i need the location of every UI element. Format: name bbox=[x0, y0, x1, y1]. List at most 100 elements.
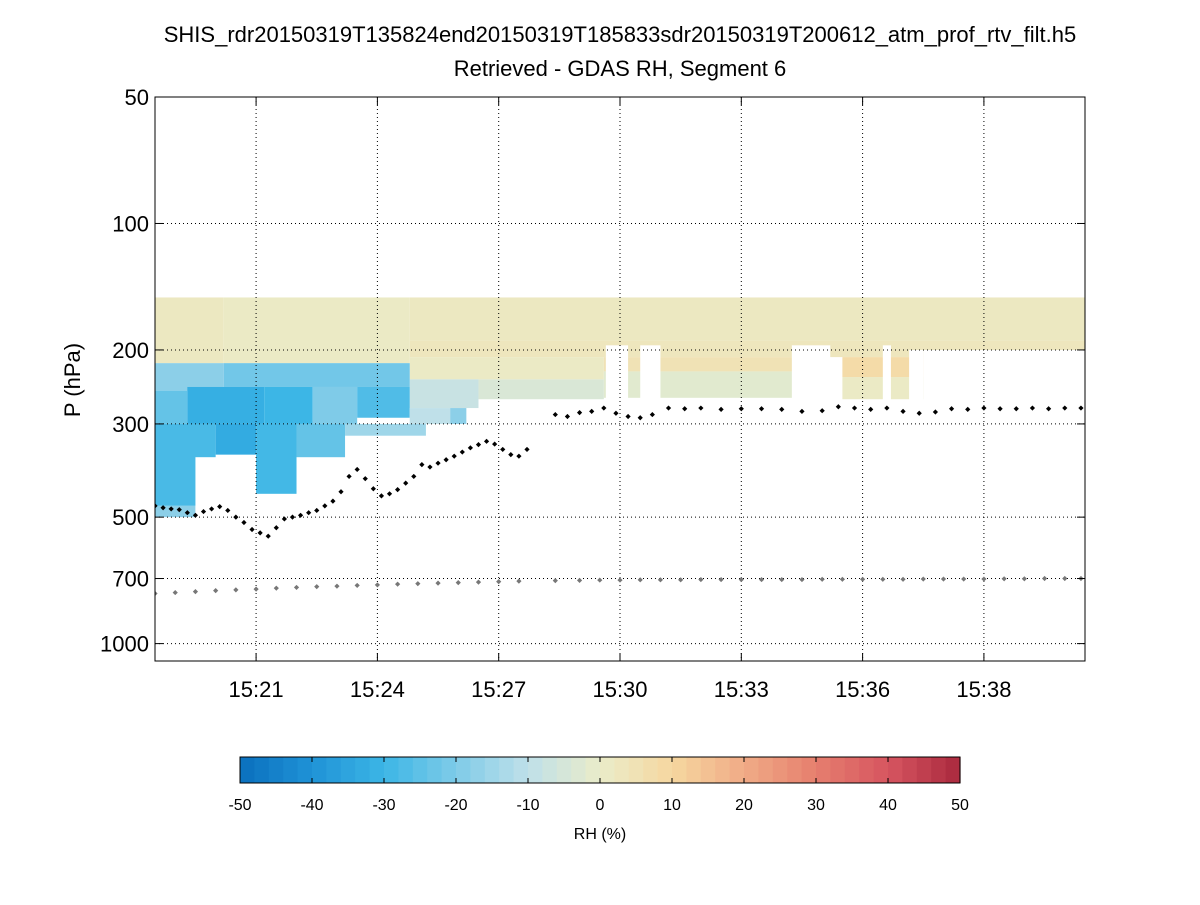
colorbar-cell bbox=[283, 757, 299, 783]
data-point bbox=[589, 408, 595, 414]
data-point bbox=[900, 576, 906, 582]
data-point bbox=[378, 493, 385, 499]
colorbar-cell bbox=[499, 757, 515, 783]
data-point bbox=[920, 576, 926, 582]
data-point bbox=[213, 588, 219, 594]
colorbar-cell bbox=[556, 757, 572, 783]
colorbar-tick-label: 0 bbox=[596, 797, 605, 814]
data-point bbox=[217, 504, 223, 510]
data-point bbox=[799, 576, 805, 583]
colorbar-cell bbox=[456, 757, 471, 783]
colorbar-cell bbox=[470, 757, 486, 783]
data-point bbox=[257, 530, 263, 536]
data-point bbox=[289, 514, 296, 520]
data-point bbox=[884, 405, 890, 411]
data-point bbox=[322, 503, 328, 509]
data-point bbox=[314, 507, 320, 514]
data-point bbox=[459, 449, 465, 455]
data-point bbox=[306, 510, 312, 516]
data-point bbox=[354, 582, 360, 589]
data-point bbox=[779, 576, 785, 583]
data-point bbox=[354, 466, 360, 473]
data-point bbox=[516, 578, 522, 584]
data-point bbox=[334, 583, 340, 589]
heatmap-cell bbox=[409, 357, 604, 380]
data-gaps bbox=[195, 345, 1085, 518]
data-point bbox=[443, 457, 449, 463]
x-tick-label: 15:21 bbox=[229, 677, 284, 702]
x-tick-label: 15:38 bbox=[956, 677, 1011, 702]
colorbar-tick-label: 10 bbox=[663, 797, 681, 814]
data-point bbox=[297, 512, 304, 518]
marker-series bbox=[155, 404, 1084, 597]
colorbar-cell bbox=[844, 757, 860, 783]
data-point bbox=[419, 462, 425, 468]
colorbar-tick-label: -30 bbox=[372, 797, 395, 814]
data-point bbox=[868, 406, 874, 412]
data-point bbox=[451, 453, 457, 459]
data-point bbox=[435, 580, 441, 586]
axis-ticks: 15:21 15:24 15:27 15:30 15:33 15:36 15:38 50 100… bbox=[100, 85, 1085, 702]
data-point bbox=[403, 480, 409, 486]
data-point bbox=[1001, 576, 1007, 582]
data-point bbox=[597, 577, 603, 583]
data-point bbox=[1041, 575, 1048, 582]
data-point bbox=[981, 576, 987, 582]
data-point bbox=[492, 441, 498, 447]
data-point bbox=[657, 577, 664, 583]
heatmap-cell bbox=[223, 297, 410, 364]
colorbar-cell bbox=[916, 757, 932, 783]
data-point bbox=[455, 580, 461, 586]
heatmap-cell bbox=[264, 386, 313, 424]
data-point bbox=[613, 410, 619, 416]
colorbar-tick-label: -50 bbox=[228, 797, 251, 814]
colorbar-tick-label: 40 bbox=[879, 797, 897, 814]
data-point bbox=[1013, 406, 1019, 412]
colorbar-cell bbox=[772, 757, 788, 783]
data-point bbox=[552, 578, 558, 584]
data-point bbox=[665, 405, 672, 411]
data-point bbox=[415, 581, 421, 587]
data-point bbox=[880, 576, 886, 582]
chart-subtitle: Retrieved - GDAS RH, Segment 6 bbox=[454, 56, 787, 81]
data-point bbox=[172, 589, 178, 596]
colorbar-tick-label: -40 bbox=[300, 797, 323, 814]
data-point bbox=[851, 405, 858, 411]
data-point bbox=[253, 586, 259, 592]
data-point bbox=[233, 514, 239, 520]
data-point bbox=[249, 526, 255, 533]
data-point bbox=[758, 576, 765, 583]
data-point bbox=[435, 460, 441, 466]
colorbar-cell bbox=[297, 757, 313, 783]
colorbar-label: RH (%) bbox=[574, 826, 626, 843]
data-point bbox=[200, 508, 207, 515]
colorbar-cell bbox=[859, 757, 875, 783]
data-point bbox=[1062, 575, 1068, 582]
colorbar-cell bbox=[312, 757, 327, 783]
colorbar-ticks: -50 -40 -30 -20 -10 0 10 20 30 40 50 bbox=[228, 757, 969, 814]
data-point bbox=[819, 576, 825, 582]
heatmap-cell bbox=[296, 423, 346, 458]
data-point bbox=[160, 505, 166, 511]
y-tick-label: 500 bbox=[112, 505, 149, 530]
data-point bbox=[860, 576, 866, 582]
data-point bbox=[564, 413, 571, 420]
colorbar-cell bbox=[816, 757, 831, 783]
colorbar-cell bbox=[657, 757, 673, 783]
y-tick-label: 50 bbox=[125, 85, 149, 110]
colorbar-cell bbox=[441, 757, 457, 783]
data-point bbox=[940, 576, 947, 582]
y-tick-label: 1000 bbox=[100, 632, 149, 657]
data-point bbox=[516, 453, 522, 459]
data-point bbox=[184, 510, 190, 516]
colorbar-tick-label: -20 bbox=[444, 797, 467, 814]
data-point bbox=[981, 405, 987, 411]
y-axis-label: P (hPa) bbox=[60, 343, 85, 417]
y-tick-label: 100 bbox=[112, 211, 149, 236]
data-gap bbox=[605, 345, 629, 427]
data-point bbox=[386, 491, 393, 497]
data-point bbox=[155, 590, 158, 597]
colorbar-cell bbox=[384, 757, 399, 783]
